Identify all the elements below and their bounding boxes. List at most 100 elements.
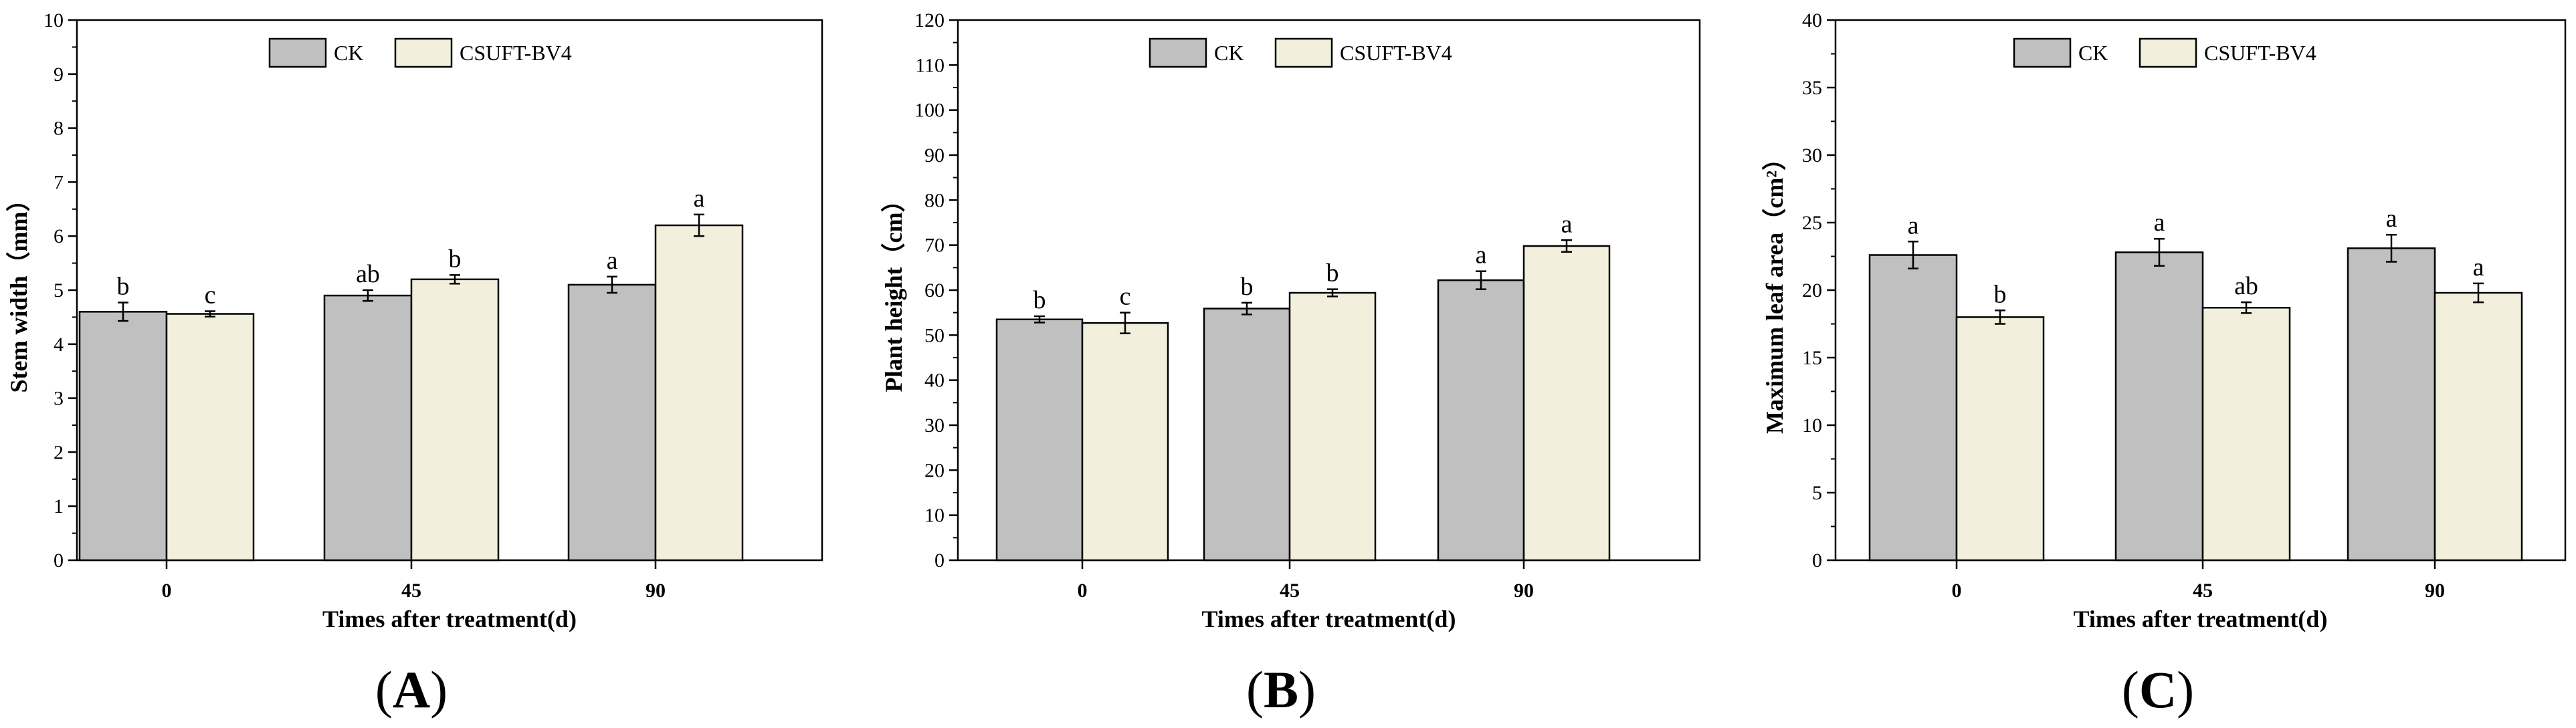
x-tick-label: 90: [646, 580, 666, 602]
panel-label: (A): [375, 660, 448, 719]
y-tick-label: 50: [924, 324, 945, 346]
panel-letter: A: [393, 660, 430, 719]
significance-letter: b: [449, 245, 462, 273]
y-tick-label: 100: [914, 100, 945, 122]
y-tick-label: 2: [54, 441, 64, 463]
significance-letter: b: [1241, 273, 1254, 301]
panel-letter: B: [1264, 660, 1298, 719]
bar-ck-45: [323, 294, 413, 562]
significance-letter: ab: [2234, 272, 2258, 300]
x-tick-label: 0: [1078, 580, 1088, 602]
x-tick-label: 45: [2193, 580, 2213, 602]
x-tick-label: 90: [2425, 580, 2445, 602]
significance-letter: b: [1994, 280, 2007, 308]
bar-bv4-90: [654, 224, 744, 562]
y-tick-label: 10: [924, 505, 945, 527]
y-tick-label: 110: [915, 54, 945, 76]
y-axis-title: Maximum leaf area（cm²）: [1761, 146, 1788, 434]
panel-letter: C: [2139, 660, 2177, 719]
significance-letter: a: [1476, 241, 1487, 269]
y-tick-label: 30: [1802, 144, 1822, 166]
significance-letter: b: [1033, 286, 1046, 314]
legend: CK CSUFT-BV4: [1149, 37, 1452, 68]
significance-letter: a: [694, 185, 705, 213]
bar-ck-90: [1437, 279, 1525, 562]
y-tick-label: 0: [934, 550, 945, 572]
legend-label-bv4: CSUFT-BV4: [2204, 41, 2316, 65]
x-tick-label: 45: [1280, 580, 1300, 602]
legend-label-ck: CK: [334, 41, 363, 65]
significance-letter: ab: [356, 260, 380, 288]
panel-label: (C): [2122, 660, 2194, 719]
y-tick-label: 60: [924, 279, 945, 301]
bar-ck-45: [2114, 251, 2204, 562]
y-tick-label: 6: [54, 225, 64, 247]
x-axis-title: Times after treatment(d): [1202, 606, 1456, 632]
significance-letter: a: [1908, 211, 1919, 239]
y-tick-label: 8: [54, 118, 64, 140]
legend-swatch-ck: [268, 37, 327, 68]
bar-bv4-90: [2434, 291, 2523, 562]
y-tick-label: 25: [1802, 212, 1822, 234]
chart-panel-B: 0 10 20 30 40 50 60 70 80 90 100 110 120 b b a c b a 0 45 90 T…: [880, 9, 1701, 719]
significance-letter: b: [1326, 259, 1339, 287]
x-tick-label: 0: [162, 580, 172, 602]
bar-bv4-0: [1081, 322, 1169, 562]
legend: CK CSUFT-BV4: [268, 37, 572, 68]
y-tick-label: 80: [924, 189, 945, 211]
legend-label-ck: CK: [2078, 41, 2108, 65]
y-tick-label: 0: [54, 550, 64, 572]
x-axis-title: Times after treatment(d): [2074, 606, 2328, 632]
bar-ck-0: [995, 318, 1084, 562]
y-tick-label: 10: [1802, 414, 1822, 437]
bar-bv4-45: [2201, 307, 2291, 562]
legend-swatch-ck: [1149, 37, 1207, 68]
y-tick-label: 40: [1802, 9, 1822, 31]
y-tick-label: 70: [924, 235, 945, 257]
x-axis-title: Times after treatment(d): [322, 606, 577, 632]
bar-ck-45: [1203, 308, 1291, 562]
y-axis-title: Stem width（mm）: [5, 188, 32, 393]
x-tick-label: 90: [1514, 580, 1534, 602]
significance-letter: b: [117, 273, 130, 301]
y-tick-label: 90: [924, 144, 945, 166]
bar-bv4-0: [1955, 316, 2045, 562]
y-tick-label: 5: [1812, 482, 1822, 504]
y-tick-label: 35: [1802, 77, 1822, 99]
bar-bv4-45: [410, 278, 500, 562]
significance-letter: a: [1561, 210, 1573, 238]
bar-bv4-45: [1288, 291, 1377, 562]
bar-bv4-0: [165, 313, 255, 562]
bar-ck-90: [567, 283, 657, 562]
legend-swatch-ck: [2013, 37, 2072, 68]
legend: CK CSUFT-BV4: [2013, 37, 2316, 68]
legend-label-ck: CK: [1214, 41, 1244, 65]
legend-swatch-bv4: [2139, 37, 2197, 68]
legend-label-bv4: CSUFT-BV4: [1340, 41, 1452, 65]
bar-ck-0: [1868, 254, 1958, 562]
y-tick-label: 3: [54, 388, 64, 410]
bar-ck-90: [2347, 247, 2436, 562]
panel-label: (B): [1246, 660, 1316, 719]
y-tick-label: 40: [924, 370, 945, 392]
bar-bv4-90: [1522, 245, 1611, 562]
y-tick-label: 15: [1802, 347, 1822, 369]
bar-ck-0: [78, 311, 168, 562]
y-tick-label: 9: [54, 64, 64, 86]
significance-letter: a: [2386, 205, 2397, 233]
legend-swatch-bv4: [1274, 37, 1333, 68]
y-tick-label: 5: [54, 279, 64, 301]
significance-letter: a: [2473, 253, 2484, 281]
x-tick-label: 0: [1952, 580, 1962, 602]
legend-swatch-bv4: [394, 37, 453, 68]
y-tick-label: 1: [54, 495, 64, 517]
y-tick-label: 120: [914, 9, 945, 31]
y-tick-label: 0: [1812, 550, 1822, 572]
x-tick-label: 45: [401, 580, 421, 602]
y-tick-label: 30: [924, 414, 945, 437]
significance-letter: a: [2154, 209, 2165, 237]
significance-letter: c: [205, 281, 216, 310]
y-axis-title: Plant height（cm）: [880, 189, 907, 392]
